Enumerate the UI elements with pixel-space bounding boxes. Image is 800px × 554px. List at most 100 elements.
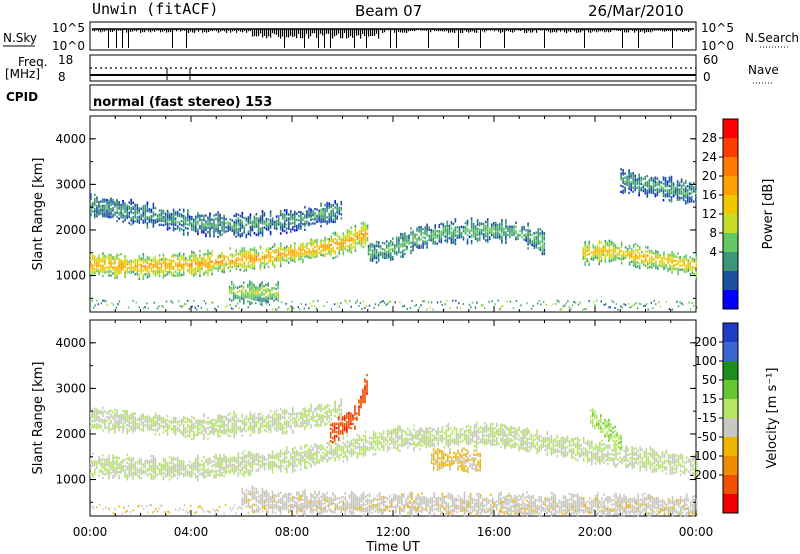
heatmap-cell — [243, 281, 245, 284]
heatmap-cell — [281, 223, 284, 226]
heatmap-cell — [118, 264, 120, 267]
heatmap-cell — [241, 460, 244, 463]
heatmap-cell — [279, 468, 282, 471]
heatmap-cell — [94, 470, 96, 473]
nsky-bar — [198, 29, 200, 32]
heatmap-cell — [132, 467, 134, 470]
heatmap-cell — [162, 305, 165, 308]
heatmap-cell — [207, 464, 209, 467]
heatmap-cell — [154, 475, 157, 479]
heatmap-cell — [231, 463, 233, 466]
heatmap-cell — [205, 475, 207, 478]
heatmap-cell — [277, 283, 279, 286]
heatmap-cell — [476, 229, 479, 232]
heatmap-cell — [352, 237, 355, 241]
heatmap-cell — [582, 253, 584, 256]
heatmap-cell — [199, 473, 201, 476]
heatmap-cell — [436, 230, 438, 233]
heatmap-cell — [114, 466, 116, 470]
heatmap-cell — [352, 452, 355, 456]
heatmap-cell — [253, 287, 255, 291]
heatmap-cell — [336, 247, 338, 250]
heatmap-cell — [304, 255, 306, 259]
heatmap-cell — [283, 209, 286, 212]
heatmap-cell — [120, 464, 122, 468]
heatmap-cell — [600, 253, 603, 257]
heatmap-cell — [584, 253, 586, 256]
heatmap-cell — [380, 437, 383, 441]
heatmap-cell — [261, 454, 264, 457]
heatmap-cell — [626, 254, 629, 257]
heatmap-cell — [259, 299, 261, 303]
heatmap-cell — [304, 452, 306, 455]
heatmap-cell — [582, 257, 584, 260]
heatmap-cell — [358, 232, 361, 235]
heatmap-cell — [257, 227, 260, 231]
heatmap-cell — [535, 243, 537, 247]
heatmap-cell — [620, 190, 622, 194]
colorbar-tick-label: 24 — [702, 150, 717, 164]
heatmap-cell — [104, 200, 106, 203]
heatmap-cell — [540, 303, 542, 306]
heatmap-cell — [371, 251, 374, 254]
heatmap-cell — [98, 258, 100, 261]
heatmap-cell — [132, 270, 134, 274]
heatmap-cell — [120, 460, 122, 464]
heatmap-cell — [531, 239, 533, 243]
heatmap-cell — [209, 256, 211, 259]
heatmap-cell — [197, 479, 199, 482]
heatmap-cell — [656, 193, 659, 197]
heatmap-cell — [108, 257, 110, 261]
heatmap-cell — [290, 254, 292, 258]
heatmap-cell — [316, 242, 318, 246]
heatmap-cell — [239, 297, 241, 301]
heatmap-cell — [525, 239, 527, 242]
heatmap-cell — [645, 258, 647, 261]
heatmap-cell — [118, 466, 120, 470]
heatmap-cell — [203, 255, 205, 258]
heatmap-cell — [90, 213, 92, 217]
nsky-bar — [546, 29, 548, 31]
heatmap-cell — [316, 208, 318, 211]
heatmap-cell — [130, 457, 132, 461]
heatmap-cell — [303, 307, 305, 310]
heatmap-cell — [452, 299, 454, 302]
heatmap-cell — [174, 264, 177, 267]
heatmap-cell — [154, 457, 157, 460]
heatmap-cell — [296, 464, 298, 467]
heatmap-cell — [285, 257, 288, 261]
heatmap-cell — [468, 235, 471, 238]
heatmap-cell — [649, 251, 651, 254]
heatmap-cell — [197, 454, 199, 457]
heatmap-cell — [500, 306, 502, 308]
heatmap-cell — [432, 233, 434, 237]
heatmap-cell — [497, 232, 499, 235]
heatmap-cell — [424, 230, 426, 233]
heatmap-cell — [390, 252, 392, 255]
heatmap-cell — [219, 470, 221, 473]
heatmap-cell — [653, 299, 655, 302]
heatmap-cell — [243, 458, 246, 461]
heatmap-cell — [219, 266, 221, 270]
heatmap-cell — [114, 205, 116, 208]
heatmap-cell — [379, 247, 382, 250]
heatmap-cell — [168, 470, 171, 473]
heatmap-cell — [604, 242, 607, 245]
heatmap-cell — [294, 459, 296, 462]
heatmap-cell — [261, 251, 264, 255]
heatmap-cell — [90, 207, 92, 210]
heatmap-cell — [620, 249, 623, 253]
heatmap-cell — [263, 299, 265, 302]
heatmap-cell — [638, 191, 640, 195]
heatmap-cell — [420, 238, 422, 241]
heatmap-cell — [150, 475, 153, 478]
heatmap-cell — [324, 214, 326, 217]
heatmap-cell — [683, 259, 685, 263]
heatmap-cell — [233, 260, 235, 264]
heatmap-cell — [146, 209, 149, 213]
nsky-bar — [404, 29, 406, 33]
heatmap-cell — [251, 281, 253, 284]
heatmap-cell — [239, 214, 242, 218]
heatmap-cell — [684, 202, 687, 205]
heatmap-cell — [380, 445, 383, 449]
